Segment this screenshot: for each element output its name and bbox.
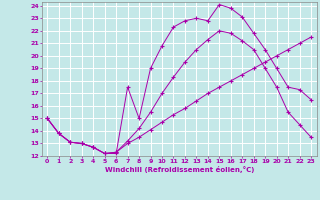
X-axis label: Windchill (Refroidissement éolien,°C): Windchill (Refroidissement éolien,°C): [105, 166, 254, 173]
